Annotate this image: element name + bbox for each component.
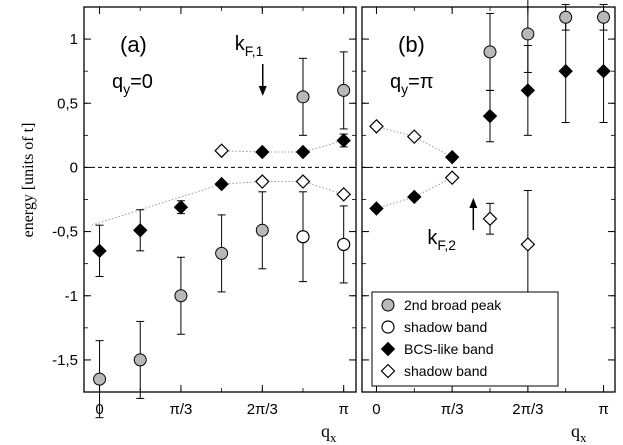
data-point-filled-diamond (214, 176, 229, 192)
qy-annotation: qy=π (390, 71, 434, 97)
qy-symbol: q (390, 71, 401, 93)
legend-marker-filled-diamond (380, 341, 396, 357)
legend-marker-open-diamond (380, 363, 396, 379)
kf-symbol: k (427, 227, 438, 249)
data-point-filled-diamond (520, 83, 536, 98)
x-tick-label: π/3 (169, 401, 192, 418)
data-point-filled-diamond (596, 63, 611, 79)
data-point-open-diamond (482, 211, 498, 227)
qy-value: =π (408, 71, 433, 93)
kf-label: kF,2 (427, 227, 456, 253)
legend-box (371, 291, 559, 387)
panel-b: 0 π/3 2π/3 π (b) qy=π kF,2 (361, 0, 616, 418)
y-tick-label: -1,5 (52, 352, 78, 369)
data-point-filled-diamond (173, 199, 189, 215)
legend-marker-open-circle (381, 320, 395, 334)
y-tick-label: 0,5 (57, 95, 78, 112)
data-point-filled-diamond (295, 144, 311, 160)
data-point-open-diamond (254, 174, 270, 189)
guide-line (221, 139, 344, 153)
data-point-open-diamond (214, 143, 229, 159)
y-tick-label: 0 (70, 159, 78, 176)
data-point-gray-circle (483, 45, 497, 59)
x-tick-label: 2π/3 (512, 401, 543, 418)
data-point-gray-circle (597, 10, 611, 24)
data-point-gray-circle (174, 289, 188, 303)
data-point-gray-circle (296, 90, 310, 104)
data-point-filled-diamond (336, 133, 351, 148)
data-point-gray-circle (93, 372, 107, 386)
y-axis-label: energy [units of t] (20, 123, 37, 238)
data-point-gray-circle (215, 246, 229, 260)
guide-line (91, 181, 344, 226)
kf-subscript: F,2 (437, 237, 456, 253)
data-point-open-diamond (520, 237, 536, 252)
panel-label: (a) (120, 32, 147, 57)
data-point-open-circle (337, 237, 351, 252)
data-point-filled-diamond (369, 201, 384, 216)
kf-arrow-head (469, 198, 478, 208)
legend-marker-gray-circle (381, 298, 395, 312)
x-axis-label-a: qx (321, 421, 337, 445)
kf-subscript: F,1 (245, 43, 264, 59)
data-point-gray-circle (337, 83, 351, 97)
data-point-gray-circle (133, 353, 147, 367)
qy-value: =0 (130, 71, 153, 93)
data-point-filled-diamond (407, 189, 422, 205)
qy-subscript: y (123, 81, 130, 97)
qy-symbol: q (112, 71, 123, 93)
data-point-filled-diamond (133, 223, 148, 238)
panel-a: 10,50-0,5-1-1,50 π/3 2π/3 π(a)qy=0kF,1 (52, 6, 357, 419)
data-point-open-diamond (336, 187, 352, 202)
legend: 2nd broad peak shadow band BCS-like band sh… (371, 291, 559, 387)
data-point-open-diamond (444, 170, 460, 186)
data-point-open-circle (296, 230, 310, 244)
x-tick-label: π (598, 401, 608, 418)
legend-label: shadow band (404, 363, 487, 379)
kf-arrow-head (258, 86, 267, 96)
data-point-gray-circle (521, 27, 535, 41)
x-axis-label-b: qx (571, 421, 587, 445)
data-point-gray-circle (255, 223, 269, 237)
plot-frame (83, 6, 357, 393)
data-point-filled-diamond (482, 108, 498, 124)
data-point-filled-diamond (444, 149, 460, 165)
data-point-open-diamond (369, 119, 384, 134)
legend-label: BCS-like band (404, 341, 494, 357)
kf-label: kF,1 (235, 33, 264, 59)
x-tick-label: π (339, 401, 349, 418)
data-point-filled-diamond (92, 243, 107, 259)
data-point-open-diamond (406, 129, 422, 144)
x-tick-label: π/3 (441, 401, 464, 418)
data-point-filled-diamond (558, 63, 573, 79)
x-tick-label: 0 (372, 401, 380, 418)
legend-label: 2nd broad peak (404, 297, 502, 313)
y-tick-label: -0,5 (52, 224, 78, 241)
legend-label: shadow band (404, 319, 487, 335)
data-point-gray-circle (559, 10, 573, 24)
qy-subscript: y (401, 81, 408, 97)
x-tick-label: 2π/3 (247, 401, 278, 418)
kf-symbol: k (235, 33, 246, 55)
panel-label: (b) (398, 32, 425, 57)
qy-annotation: qy=0 (112, 71, 153, 97)
data-point-open-diamond (295, 174, 311, 189)
y-tick-label: 1 (70, 31, 78, 48)
y-tick-label: -1 (65, 288, 78, 305)
data-point-filled-diamond (255, 144, 270, 160)
